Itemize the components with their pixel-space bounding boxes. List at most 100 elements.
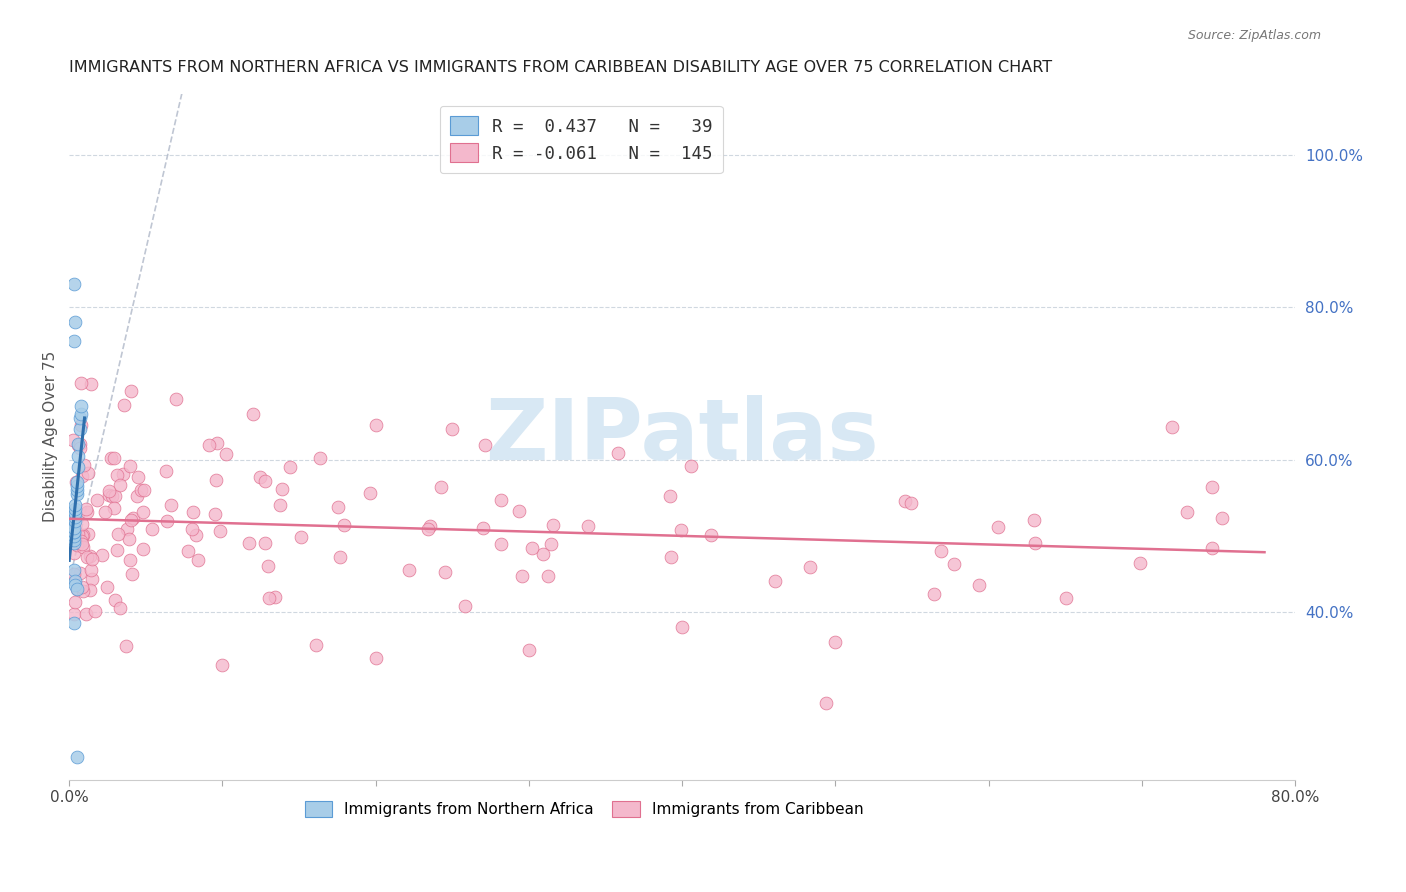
Point (70, 516, 93, 531)
Point (215, 447, 238, 461)
Point (63, 546, 86, 560)
Point (66, 475, 89, 490)
Point (671, 523, 693, 537)
Point (69, 566, 91, 580)
Point (1201, 480, 1223, 494)
Point (60, 524, 83, 539)
Point (62, 433, 84, 447)
Point (80, 563, 103, 577)
Point (72, 528, 94, 542)
Point (290, 530, 312, 544)
Point (65, 509, 87, 524)
Point (63, 524, 86, 539)
Point (987, 520, 1010, 534)
Point (76, 505, 98, 519)
Point (70, 376, 93, 391)
Point (824, 635, 846, 649)
Point (659, 550, 682, 565)
Point (63, 334, 86, 349)
Point (103, 450, 125, 465)
Point (65, 475, 87, 489)
Point (198, 437, 221, 451)
Point (66, 483, 89, 497)
Point (160, 499, 183, 513)
Point (329, 550, 352, 565)
Point (474, 438, 496, 452)
Point (66, 479, 89, 493)
Point (63, 277, 86, 292)
Point (76, 526, 98, 541)
Point (120, 384, 142, 398)
Point (309, 450, 332, 465)
Point (63, 595, 86, 609)
Point (79, 582, 101, 597)
Point (101, 489, 124, 503)
Point (1201, 541, 1223, 555)
Point (531, 547, 554, 561)
Point (510, 569, 533, 583)
Point (69, 441, 91, 455)
Point (187, 553, 209, 567)
Point (66, 487, 89, 501)
Point (489, 537, 512, 551)
Point (69, 437, 91, 451)
Point (72, 540, 94, 554)
Point (80, 573, 103, 587)
Point (127, 470, 149, 484)
Point (132, 505, 155, 519)
Point (69, 410, 91, 425)
Point (65, 578, 87, 592)
Point (430, 480, 453, 494)
Point (98, 488, 121, 502)
Point (121, 566, 143, 581)
Point (433, 565, 456, 579)
Point (94, 505, 117, 519)
Point (75, 501, 97, 516)
Point (166, 392, 188, 406)
Point (111, 467, 134, 481)
Point (1022, 513, 1045, 527)
Point (942, 557, 965, 571)
Point (931, 544, 953, 558)
Point (253, 474, 276, 488)
Point (204, 508, 226, 522)
Text: IMMIGRANTS FROM NORTHERN AFRICA VS IMMIGRANTS FROM CARIBBEAN DISABILITY AGE OVER: IMMIGRANTS FROM NORTHERN AFRICA VS IMMIG… (69, 60, 1052, 75)
Point (70, 537, 93, 551)
Point (537, 569, 560, 583)
Point (205, 435, 228, 450)
Point (508, 504, 530, 518)
Point (63, 524, 86, 539)
Point (59, 529, 82, 543)
Point (70, 533, 93, 548)
Point (105, 543, 128, 558)
Point (65, 574, 87, 589)
Point (416, 522, 439, 536)
Point (63, 529, 86, 543)
Point (65, 514, 87, 528)
Point (63, 533, 86, 547)
Point (180, 522, 202, 536)
Point (65, 506, 87, 520)
Point (120, 513, 142, 527)
Point (1024, 535, 1046, 549)
Point (60, 529, 83, 543)
Point (249, 470, 271, 484)
Text: ZIPatlas: ZIPatlas (485, 395, 879, 478)
Point (105, 468, 128, 483)
Point (84, 604, 107, 618)
Point (441, 422, 464, 436)
Point (522, 541, 544, 555)
Point (607, 446, 630, 460)
Point (270, 482, 292, 496)
Point (118, 553, 141, 567)
Point (62, 566, 84, 581)
Point (65, 498, 87, 512)
Point (155, 464, 177, 478)
Point (1161, 419, 1184, 434)
Point (70, 418, 93, 433)
Point (257, 591, 280, 605)
Point (141, 522, 163, 536)
Point (69, 422, 91, 436)
Point (127, 489, 149, 503)
Point (103, 501, 125, 516)
